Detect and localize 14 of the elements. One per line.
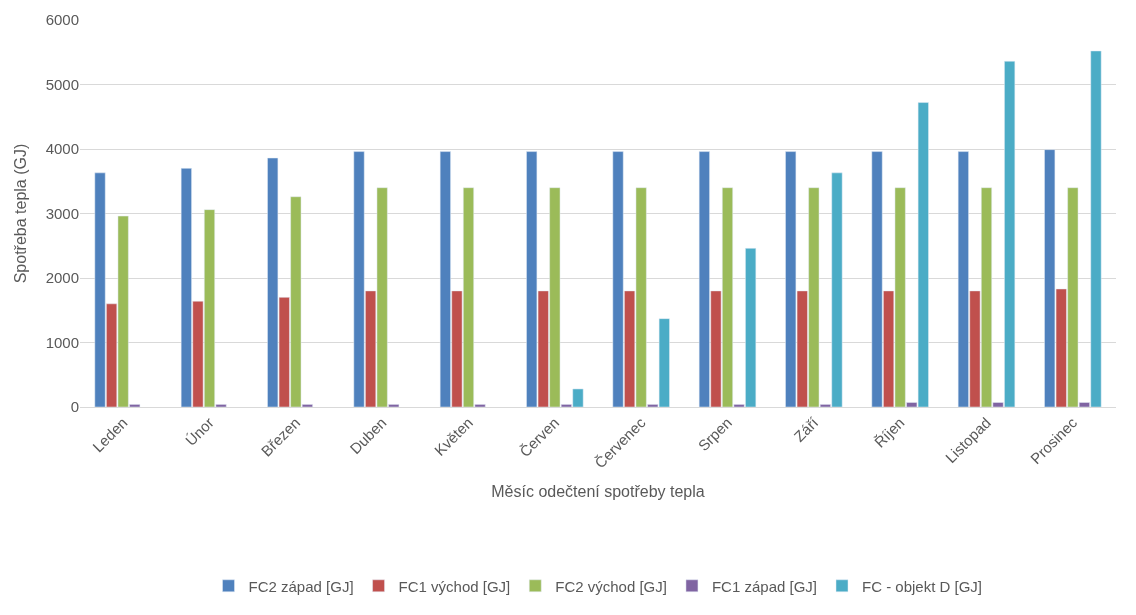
- legend-label: FC1 západ [GJ]: [711, 577, 817, 595]
- y-tick-label: 2000: [45, 269, 79, 287]
- y-axis-title: Spotřeba tepla (GJ): [11, 143, 29, 284]
- legend-label: FC2 západ [GJ]: [248, 577, 354, 595]
- legend-label: FC1 východ [GJ]: [398, 577, 511, 595]
- y-tick-label: 4000: [45, 140, 79, 158]
- legend-label: FC2 východ [GJ]: [555, 577, 667, 595]
- y-tick-label: 6000: [45, 11, 79, 29]
- y-tick-label: 3000: [45, 204, 79, 222]
- y-tick-label: 0: [70, 398, 79, 416]
- legend-label: FC - objekt D [GJ]: [862, 577, 983, 595]
- x-axis-title: Měsíc odečtení spotřeby tepla: [491, 483, 705, 501]
- y-tick-label: 1000: [45, 333, 79, 351]
- y-tick-label: 5000: [45, 75, 79, 93]
